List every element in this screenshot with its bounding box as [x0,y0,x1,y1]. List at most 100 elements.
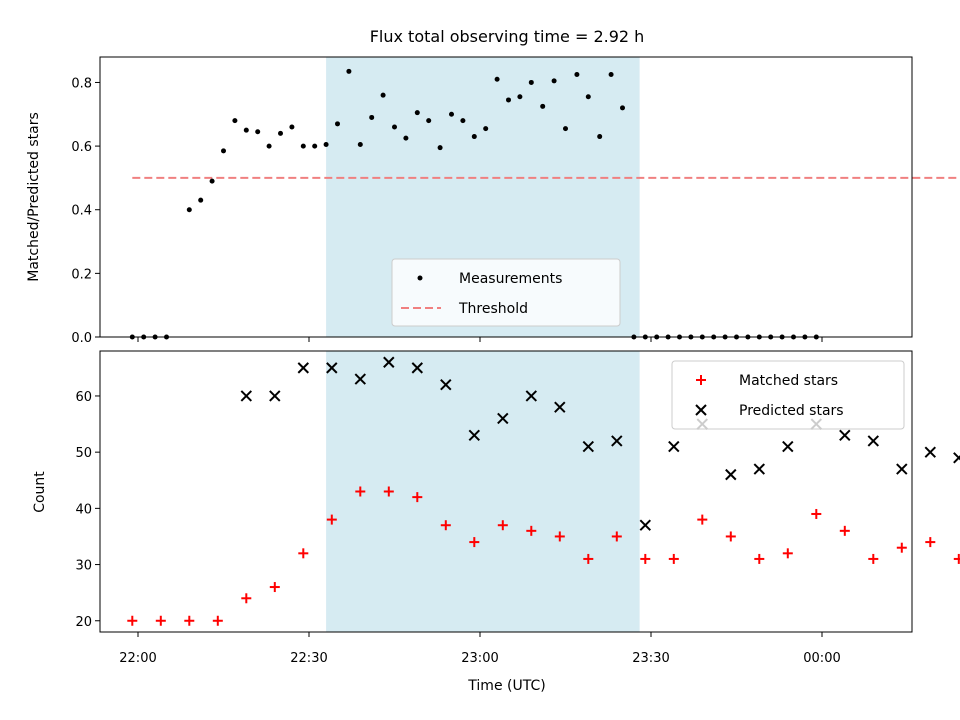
matched-star-point [583,553,594,564]
legend-predicted-marker [695,404,707,416]
matched-star-point [611,531,622,542]
predicted-star-point [839,429,851,442]
measurement-point [551,78,557,84]
predicted-star-point [554,401,566,413]
measurement-point [403,135,409,141]
measurement-point [608,72,614,77]
matched-star-point [896,542,907,553]
measurement-point [357,142,363,147]
measurement-point [483,126,489,132]
legend-measurement-marker [417,275,423,281]
measurement-point [528,79,534,85]
predicted-star-point [440,379,452,391]
predicted-star-point [753,463,766,475]
predicted-star-point [468,429,481,442]
matched-star-point [212,615,223,626]
predicted-star-point [896,463,908,475]
chart-title: Flux total observing time = 2.92 h [370,27,645,46]
matched-star-point [868,553,879,564]
measurement-point [574,72,580,77]
top-legend: Measurements Threshold [391,258,621,327]
predicted-star-point [582,440,595,453]
measurement-point [437,145,443,151]
measurement-point [449,111,454,117]
top-y-axis-label: Matched/Predicted stars [26,112,42,282]
matched-stars-points [127,486,960,626]
predicted-star-point [867,435,880,447]
matched-star-point [155,615,166,626]
y-tick-label: 0.4 [71,204,92,219]
bottom-legend: Matched stars Predicted stars [671,360,905,430]
measurement-point [186,207,192,213]
top-y-ticks: 0.0 0.2 0.4 0.6 0.8 [71,76,100,346]
matched-star-point [127,615,138,626]
legend-matched-marker [696,375,706,385]
matched-star-point [953,553,960,564]
y-tick-label: 0.2 [71,267,92,282]
matched-star-point [640,553,651,564]
x-tick-label: 23:30 [632,651,669,666]
top-panel: 0.00.20.40.60.8 Matched/Predicted stars … [26,56,960,346]
bottom-axes-frame [99,350,913,633]
measurement-point [198,197,204,203]
predicted-star-point [326,362,338,374]
measurement-point [460,118,466,124]
matched-star-point [241,593,252,604]
matched-star-point [298,548,309,559]
measurement-point [380,92,386,98]
bottom-shaded-interval [326,351,640,632]
y-tick-label: 30 [75,559,92,574]
measurement-point [232,118,238,124]
top-x-ticks [137,337,823,342]
matched-star-point [269,582,280,593]
y-tick-label: 50 [75,446,92,461]
matched-star-point [725,531,736,542]
predicted-star-point [782,440,794,453]
matched-star-point [526,525,537,536]
measurement-point [392,124,397,130]
measurement-point [289,124,295,130]
x-tick-label: 00:00 [803,651,840,666]
matched-star-point [697,514,708,525]
measurement-point [471,134,477,140]
measurement-point [494,76,500,82]
bottom-x-ticks: 22:0022:3023:0023:3000:0000:3001:0001:30… [119,632,841,666]
matched-star-point [326,514,337,525]
measurement-point [369,114,375,120]
legend-threshold-label: Threshold [458,301,528,317]
y-tick-label: 0.6 [71,140,92,155]
predicted-star-point [297,362,310,374]
predicted-star-point [668,440,680,453]
measurement-point [278,130,283,136]
bottom-y-axis-label: Count [32,471,48,513]
measurement-point [255,129,261,135]
matched-star-point [782,548,793,559]
predicted-star-point [354,373,367,385]
measurement-point [597,134,603,140]
y-tick-label: 60 [75,390,92,405]
predicted-star-point [725,468,737,481]
predicted-star-point [525,390,538,402]
predicted-star-point [269,390,281,402]
predicted-star-point [639,519,652,531]
measurement-point [506,97,511,103]
measurement-point [346,68,352,74]
measurement-point [221,148,226,154]
predicted-star-point [924,446,937,458]
measurement-point [312,143,318,149]
measurement-points [129,68,819,340]
legend-matched-label: Matched stars [739,373,838,389]
measurement-point [335,121,340,127]
matched-star-point [668,553,679,564]
predicted-star-point [411,362,424,374]
predicted-star-point [611,435,623,447]
measurement-point [563,126,568,132]
matched-star-point [497,520,508,531]
top-axes-frame [99,56,913,338]
x-tick-label: 23:00 [461,651,498,666]
matched-star-point [839,525,850,536]
measurement-point [300,143,306,149]
matched-star-point [440,520,451,531]
matched-star-point [811,508,822,519]
matched-star-point [355,486,366,497]
